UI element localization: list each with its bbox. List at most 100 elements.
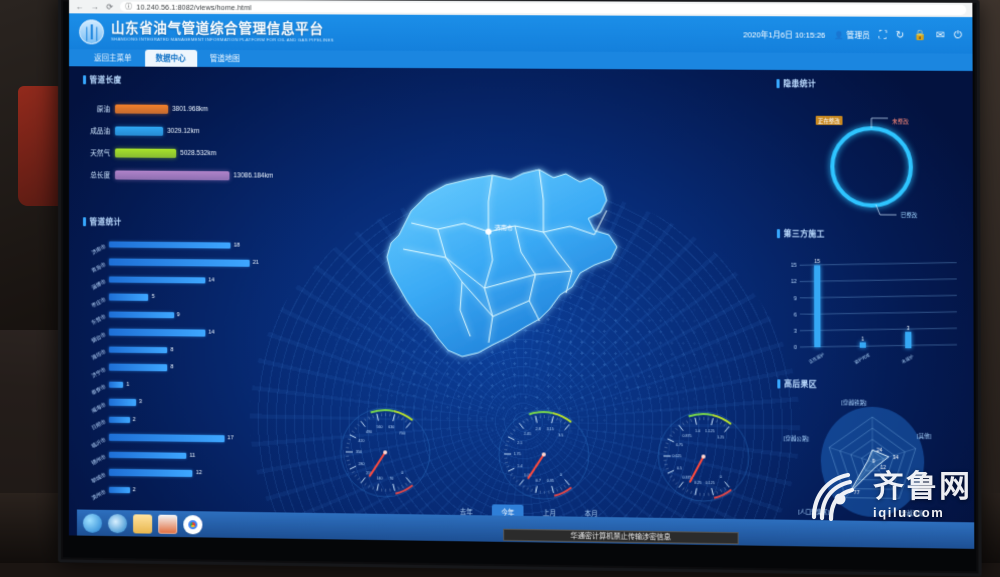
nav-tab-pipeline-map[interactable]: 管道地图 (199, 49, 251, 67)
svg-text:3.5: 3.5 (558, 433, 563, 437)
chrome-icon[interactable] (183, 515, 202, 534)
svg-text:70: 70 (390, 476, 394, 480)
windows-explorer-icon[interactable] (83, 513, 102, 532)
pipe-stats-bar (109, 364, 167, 371)
svg-text:6: 6 (794, 312, 797, 318)
pipe-stats-value: 1 (126, 382, 129, 388)
power-icon[interactable]: ⏻ (954, 30, 962, 41)
map-city-label: 济南市 (495, 224, 513, 232)
hazard-donut-chart: 正在整改 未整改 已整改 (777, 95, 963, 223)
folder-icon[interactable] (133, 514, 152, 533)
pipe-stats-bar (109, 241, 231, 249)
refresh-icon[interactable]: ↻ (896, 29, 905, 40)
pipe-length-bar (115, 148, 176, 157)
pipe-length-name: 总长度 (83, 169, 115, 179)
svg-text:560: 560 (377, 425, 383, 429)
pipe-stats-bar (109, 276, 205, 283)
svg-text:0.5: 0.5 (677, 466, 682, 470)
pipe-stats-bar (109, 451, 186, 459)
pipe-stats-value: 8 (170, 365, 173, 371)
svg-text:1: 1 (861, 336, 864, 342)
pipe-stats-bar (109, 329, 205, 337)
svg-text:监护完成: 监护完成 (853, 351, 872, 366)
svg-text:700: 700 (399, 431, 405, 435)
page-subtitle-en: SHANDONG INTEGRATED MANAGEMENT INFORMATI… (111, 37, 334, 43)
user-chip[interactable]: 👤 管理员 (835, 29, 870, 40)
powerpoint-icon[interactable] (158, 514, 177, 533)
pipe-stats-value: 3 (139, 399, 142, 405)
svg-text:0.625: 0.625 (672, 455, 681, 459)
svg-text:1.0: 1.0 (695, 429, 700, 433)
pipe-stats-bar (109, 416, 130, 423)
watermark-cn: 齐鲁网 (873, 471, 972, 502)
radar-axis-label: [穿越公路] (784, 434, 809, 442)
lock-icon[interactable]: 🔒 (914, 30, 927, 41)
svg-text:0: 0 (560, 473, 562, 477)
svg-text:0: 0 (794, 345, 797, 351)
pipe-length-bar (115, 170, 229, 180)
pipe-length-value: 13086.184km (233, 172, 273, 179)
radar-axis-label: [穿越铁路] (841, 398, 866, 406)
pipe-stats-value: 2 (133, 417, 136, 423)
fullscreen-icon[interactable]: ⛶ (879, 29, 886, 40)
url-text: 10.240.56.1:8082/views/home.html (136, 2, 251, 11)
pipe-stats-value: 18 (234, 242, 240, 248)
pipe-stats-title: 管道统计 (83, 216, 299, 229)
datetime-text: 2020年1月6日 10:15:26 (743, 29, 825, 41)
pipe-length-name: 原油 (83, 103, 115, 113)
svg-text:630: 630 (388, 425, 394, 429)
nav-tab-back-to-menu[interactable]: 返回主菜单 (83, 49, 143, 67)
back-arrow-icon[interactable]: ← (75, 2, 84, 11)
kpi-card (521, 83, 526, 131)
svg-text:2.45: 2.45 (524, 432, 531, 436)
nav-tab-data-center[interactable]: 数据中心 (145, 49, 197, 67)
pipe-stats-bar (109, 399, 136, 406)
address-bar[interactable]: ⓘ 10.240.56.1:8082/views/home.html (120, 2, 966, 15)
hazard-panel: 隐患统计 正在整改 未整改 已整改 (776, 78, 962, 223)
mail-icon[interactable]: ✉ (936, 30, 945, 41)
watermark-en: iqilu.com (873, 506, 972, 519)
gauge-needle (528, 454, 544, 478)
pipe-length-bar (115, 126, 163, 135)
pipe-length-name: 成品油 (83, 125, 115, 135)
pipe-stats-value: 2 (133, 487, 136, 493)
internet-explorer-icon[interactable] (108, 513, 127, 532)
reload-icon[interactable]: ⟳ (105, 2, 114, 11)
pipe-stats-category: 滨州市 (85, 487, 111, 506)
kpi-tag (524, 83, 526, 86)
svg-text:15: 15 (814, 259, 820, 265)
pipe-stats-bar (109, 469, 193, 477)
svg-text:0.7: 0.7 (536, 479, 541, 483)
pipe-length-title: 管道长度 (83, 74, 294, 86)
pipe-stats-value: 17 (227, 436, 233, 442)
gauge-needle (370, 452, 385, 476)
svg-text:3: 3 (907, 326, 910, 332)
svg-text:1.25: 1.25 (717, 435, 724, 439)
shandong-pipeline-map[interactable]: 济南市 (340, 138, 676, 414)
pipe-stats-value: 14 (208, 277, 214, 283)
pipe-length-row: 总长度 13086.184km (83, 163, 294, 187)
svg-text:3.15: 3.15 (547, 427, 554, 431)
svg-text:2.8: 2.8 (536, 427, 541, 431)
donut-svg (777, 95, 963, 223)
platform-logo-icon (79, 19, 104, 44)
user-name: 管理员 (846, 29, 870, 40)
svg-text:350: 350 (356, 450, 362, 454)
forward-arrow-icon[interactable]: → (90, 2, 99, 11)
bar (814, 265, 820, 347)
watermark-logo-icon (810, 469, 866, 521)
pipe-length-bar (115, 104, 168, 113)
